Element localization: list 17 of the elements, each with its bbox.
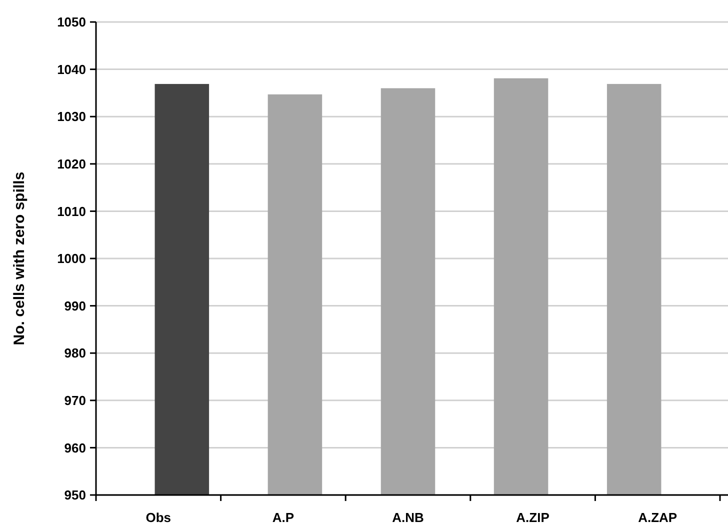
x-tick-label: A.P	[272, 510, 294, 525]
y-tick-label: 1010	[57, 204, 86, 219]
y-tick-label: 990	[64, 298, 86, 314]
x-tick-label: A.ZAP	[638, 510, 678, 525]
x-tick-label: A.ZIP	[516, 510, 550, 525]
y-tick-label: 960	[64, 440, 86, 456]
y-tick-label: 1040	[57, 62, 86, 77]
y-tick-label: 1000	[57, 251, 86, 266]
y-tick-label: 1050	[57, 14, 86, 30]
x-tick-label: A.NB	[392, 510, 424, 525]
x-tick-label: Obs	[146, 510, 172, 525]
y-tick-label: 980	[64, 346, 86, 361]
y-tick-label: 950	[64, 488, 86, 503]
y-tick-label: 1030	[57, 109, 86, 124]
y-axis-title: No. cells with zero spills	[11, 172, 28, 346]
y-tick-label: 970	[64, 392, 86, 408]
y-tick-label: 1020	[57, 156, 86, 172]
